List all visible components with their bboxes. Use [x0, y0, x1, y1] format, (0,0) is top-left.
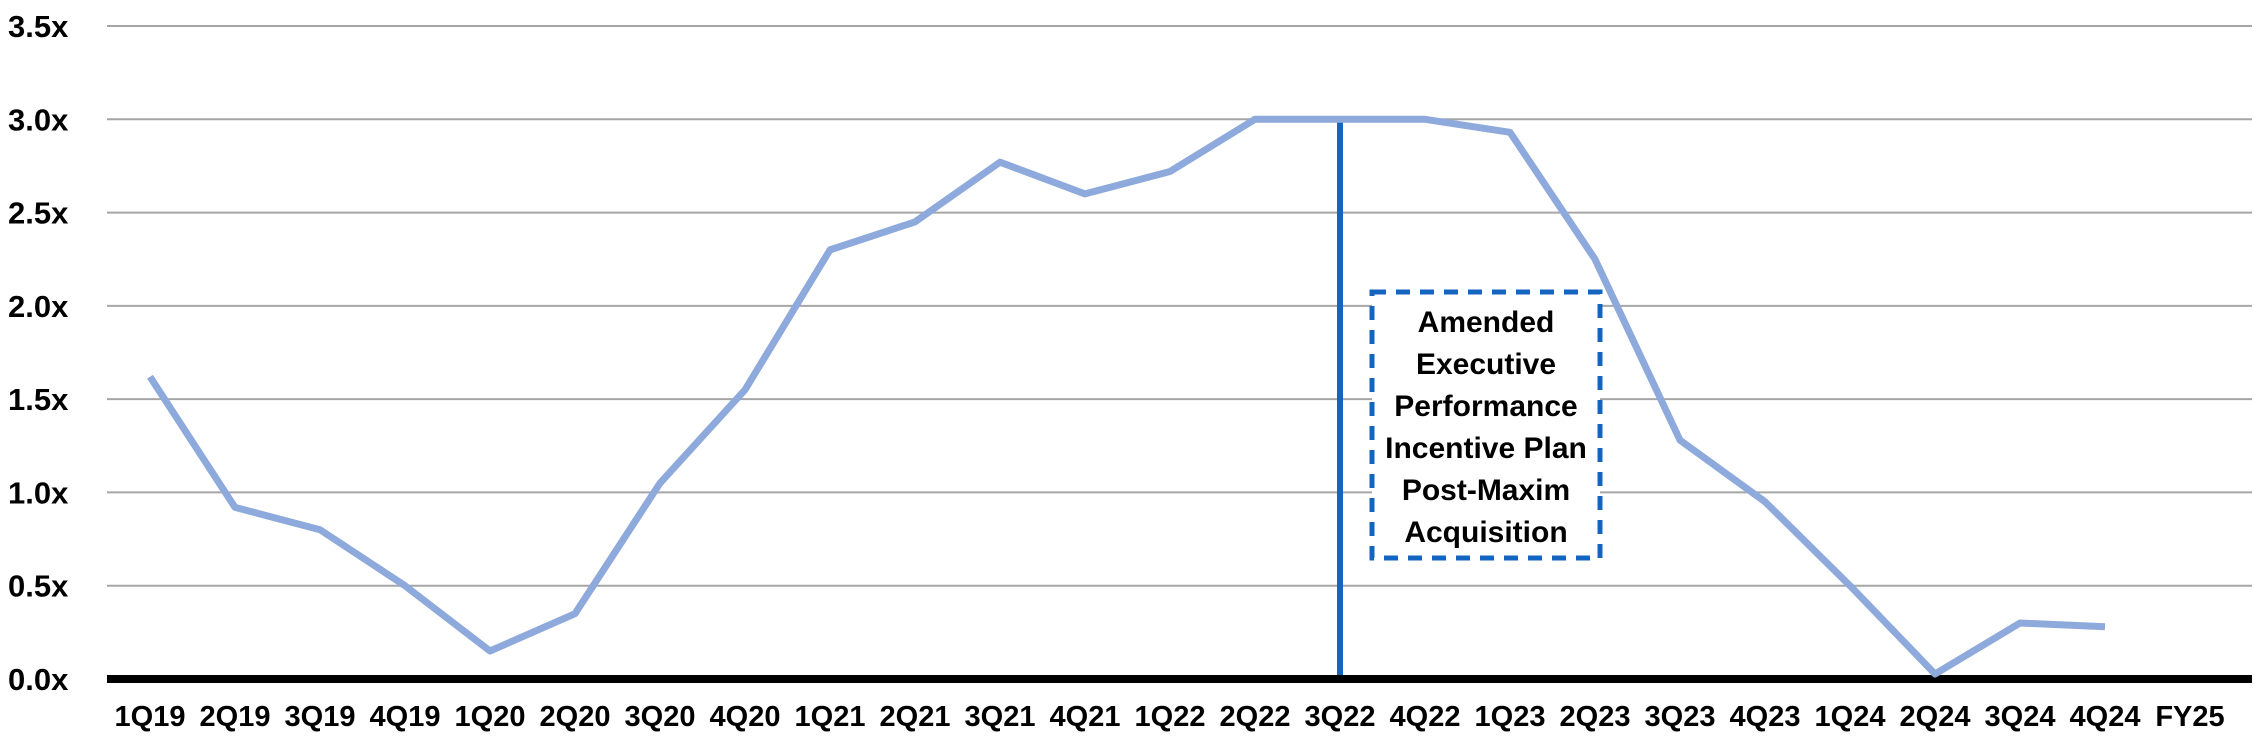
x-tick-label: 2Q19 — [200, 701, 271, 733]
y-tick-label: 3.0x — [8, 102, 69, 137]
y-tick-label: 2.0x — [8, 289, 69, 324]
callout-box — [1369, 289, 1603, 561]
x-tick-label: 3Q20 — [625, 701, 696, 733]
x-tick-label: 3Q23 — [1645, 701, 1716, 733]
callout-text-line: Performance — [1394, 390, 1577, 423]
x-tick-label: 3Q24 — [1985, 701, 2056, 733]
y-tick-label: 2.5x — [8, 196, 69, 231]
callout-text-line: Acquisition — [1404, 516, 1567, 549]
callout-text-line: Post-Maxim — [1402, 474, 1570, 507]
x-tick-label: 4Q24 — [2070, 701, 2141, 733]
callout-text-line: Incentive Plan — [1385, 432, 1587, 465]
y-tick-label: 1.5x — [8, 382, 69, 417]
x-tick-label: 4Q19 — [370, 701, 441, 733]
x-tick-label: 1Q22 — [1135, 701, 1206, 733]
x-tick-label: 1Q24 — [1815, 701, 1886, 733]
x-axis-labels: 1Q19 2Q19 3Q19 4Q19 1Q20 2Q20 3Q20 4Q20 1Q21 2Q21… — [115, 701, 2225, 733]
x-tick-label: 3Q21 — [965, 701, 1036, 733]
x-tick-label: 4Q23 — [1730, 701, 1801, 733]
x-tick-label: 2Q23 — [1560, 701, 1631, 733]
x-tick-label: 2Q24 — [1900, 701, 1971, 733]
callout-text: Amended Executive Performance Incentive Pla… — [1385, 306, 1587, 549]
x-tick-label: FY25 — [2155, 701, 2224, 733]
y-tick-label: 0.5x — [8, 569, 69, 604]
x-tick-label: 4Q22 — [1390, 701, 1461, 733]
x-tick-label: 4Q20 — [710, 701, 781, 733]
x-tick-label: 1Q21 — [795, 701, 866, 733]
y-axis-labels: 0.0x 0.5x 1.0x 1.5x 2.0x 2.5x 3.0x 3.5x — [8, 9, 69, 697]
x-tick-label: 1Q23 — [1475, 701, 1546, 733]
series-line — [147, 115, 2106, 678]
callout-text-line: Amended — [1418, 306, 1555, 339]
x-tick-label: 3Q22 — [1305, 701, 1376, 733]
x-tick-label: 2Q21 — [880, 701, 951, 733]
y-tick-label: 0.0x — [8, 662, 69, 697]
y-tick-label: 3.5x — [8, 9, 69, 44]
callout-text-line: Executive — [1416, 348, 1556, 381]
x-tick-label: 2Q22 — [1220, 701, 1291, 733]
x-tick-label: 4Q21 — [1050, 701, 1121, 733]
y-tick-label: 1.0x — [8, 475, 69, 510]
x-tick-label: 3Q19 — [285, 701, 356, 733]
x-tick-label: 2Q20 — [540, 701, 611, 733]
x-tick-label: 1Q20 — [455, 701, 526, 733]
x-tick-label: 1Q19 — [115, 701, 186, 733]
gridlines — [107, 25, 2252, 587]
